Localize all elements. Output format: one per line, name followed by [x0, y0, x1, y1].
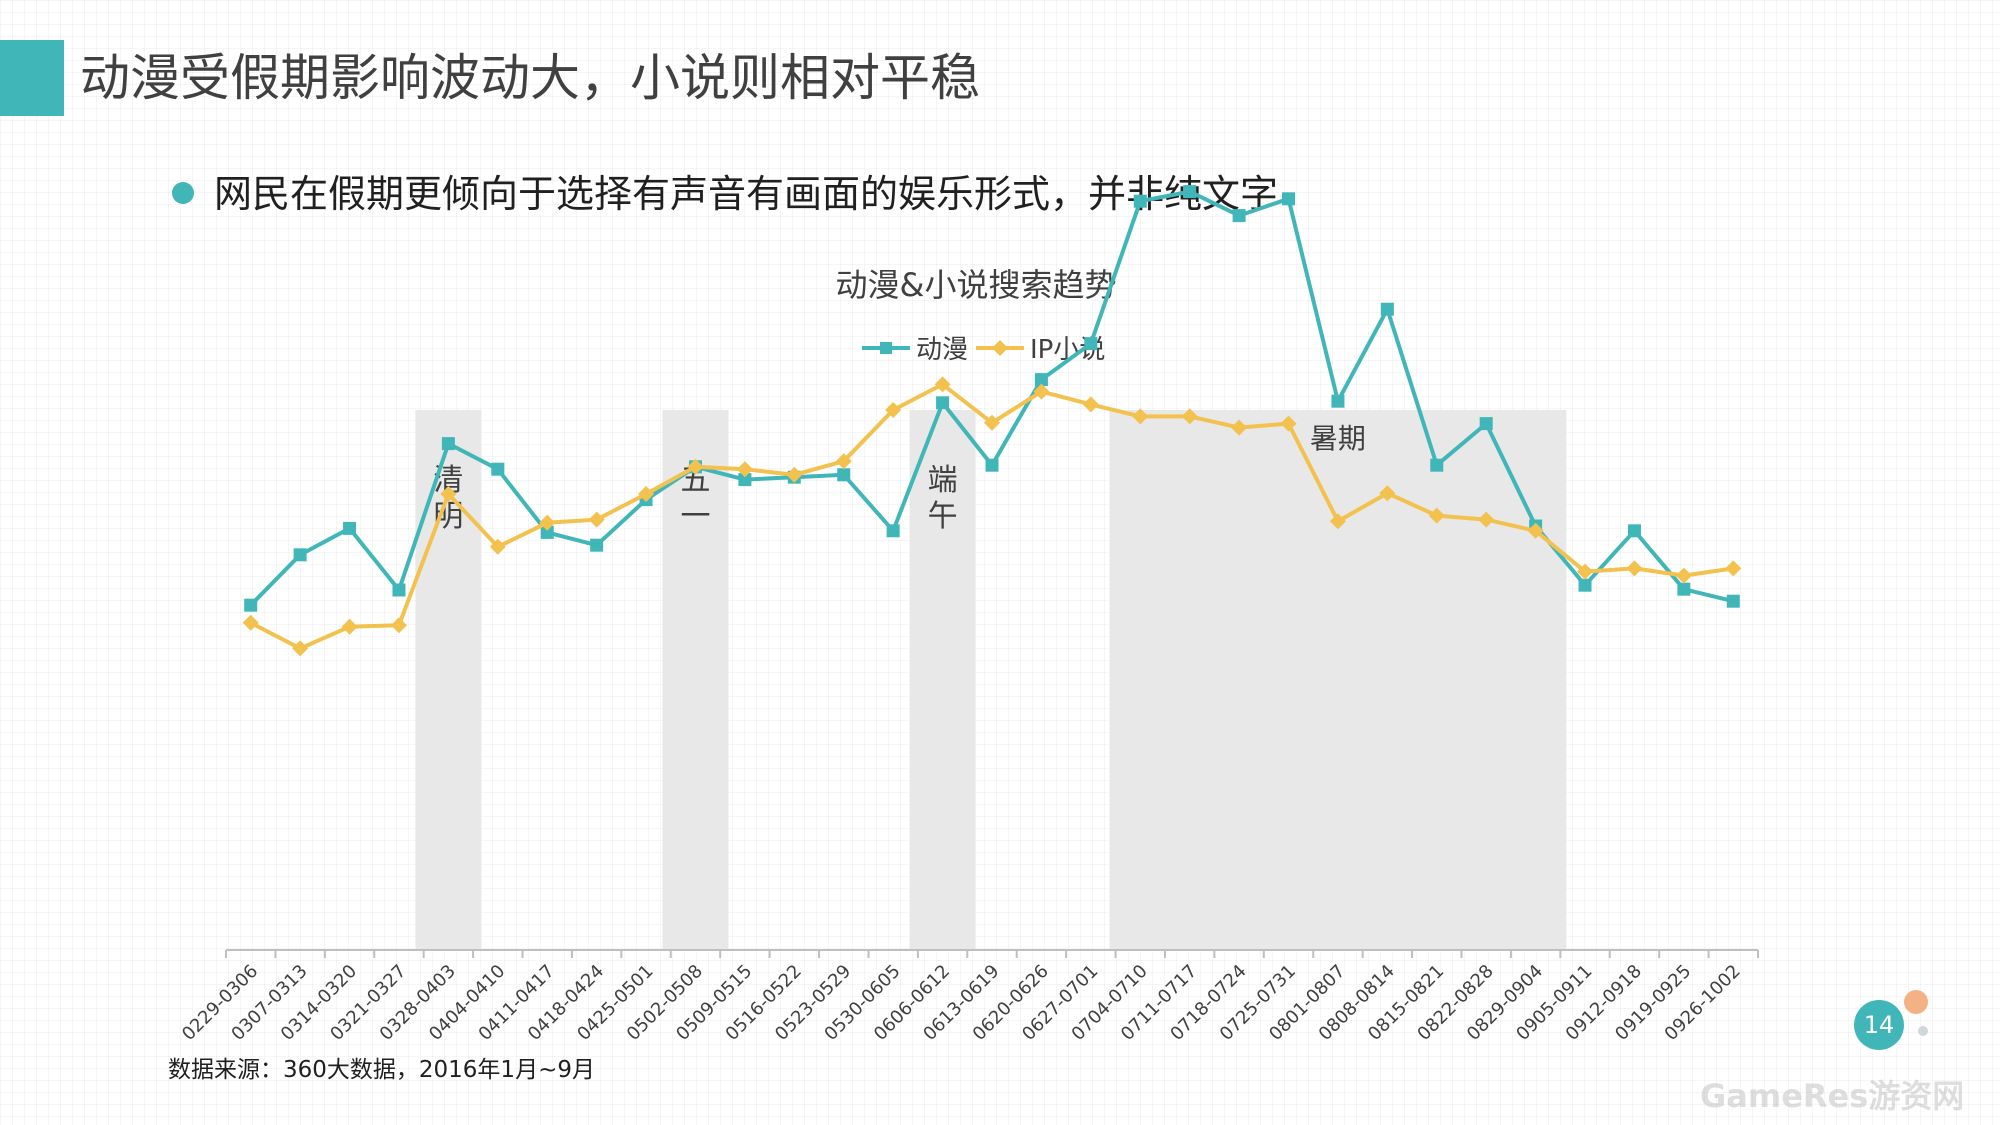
- series-0-point-23: [1380, 302, 1394, 316]
- series-0-point-19: [1183, 185, 1197, 199]
- series-1-point-25: [1478, 511, 1495, 528]
- series-0-point-28: [1627, 524, 1641, 538]
- holiday-band-2: [909, 410, 976, 950]
- series-0-point-3: [392, 583, 406, 597]
- series-0-point-7: [590, 538, 604, 552]
- series-1-point-29: [1675, 567, 1692, 584]
- page-title: 动漫受假期影响波动大，小说则相对平稳: [80, 49, 980, 107]
- legend-marker-1: [992, 340, 1008, 356]
- series-1-point-3: [390, 617, 407, 634]
- series-1-point-27: [1577, 563, 1594, 580]
- series-0-point-24: [1430, 458, 1444, 472]
- series-1-point-8: [638, 486, 655, 502]
- decorative-dot-orange: [1904, 990, 1928, 1014]
- series-1-point-24: [1428, 507, 1445, 524]
- series-0-point-14: [936, 396, 950, 410]
- watermark: GameRes游资网: [1700, 1077, 1965, 1115]
- series-1-point-26: [1527, 522, 1544, 539]
- chart-title: 动漫&小说搜索趋势: [836, 266, 1117, 304]
- series-1-point-21: [1280, 415, 1297, 432]
- series-0-point-29: [1677, 582, 1691, 596]
- series-0-point-25: [1479, 417, 1493, 431]
- series-0-point-2: [343, 521, 357, 535]
- series-0-point-30: [1726, 594, 1740, 608]
- legend-label-0: 动漫: [916, 335, 968, 365]
- series-0-point-21: [1282, 192, 1296, 206]
- holiday-label-3: 暑期: [1310, 422, 1366, 455]
- series-1-point-16: [1033, 383, 1050, 400]
- series-1-point-23: [1379, 485, 1396, 502]
- series-0-point-27: [1578, 578, 1592, 592]
- series-1-point-30: [1725, 560, 1742, 577]
- data-source: 数据来源：360大数据，2016年1月~9月: [168, 1057, 595, 1083]
- series-1-point-2: [341, 618, 358, 635]
- series-0-point-15: [985, 458, 999, 472]
- series-1-point-6: [539, 514, 556, 531]
- series-0-point-13: [886, 524, 900, 538]
- series-1-point-7: [588, 511, 605, 528]
- holiday-band-1: [662, 410, 729, 950]
- series-0-point-17: [1084, 337, 1098, 351]
- series-1-point-11: [786, 466, 803, 483]
- series-1-point-19: [1181, 408, 1198, 425]
- series-0-point-1: [293, 548, 307, 562]
- series-0-point-5: [491, 462, 505, 476]
- title-accent-bar: [0, 40, 64, 116]
- decorative-dot-grey: [1918, 1026, 1928, 1036]
- series-0-point-18: [1133, 194, 1147, 208]
- series-0-point-4: [441, 437, 455, 451]
- holiday-label-2-char-0: 端: [928, 463, 958, 498]
- series-1-point-5: [489, 538, 506, 555]
- holiday-label-1-char-1: 一: [680, 499, 710, 534]
- series-1-point-15: [984, 414, 1000, 431]
- series-1-point-1: [292, 640, 309, 657]
- series-1-point-14: [934, 376, 951, 393]
- series-0-point-20: [1232, 209, 1246, 223]
- series-1-point-9: [687, 458, 704, 475]
- holiday-label-2-char-1: 午: [928, 499, 958, 534]
- series-1-point-18: [1132, 408, 1149, 425]
- bullet-dot: [172, 182, 194, 204]
- series-0-point-16: [1034, 373, 1048, 387]
- series-0-point-0: [244, 598, 258, 612]
- series-0-point-6: [540, 525, 554, 539]
- series-0-point-10: [738, 473, 752, 487]
- series-1-point-10: [736, 461, 753, 478]
- series-1-point-28: [1626, 560, 1643, 577]
- bullet-text: 网民在假期更倾向于选择有声音有画面的娱乐形式，并非纯文字: [214, 172, 1279, 216]
- page-number: 14: [1854, 1000, 1904, 1050]
- series-1-point-20: [1231, 419, 1248, 436]
- series-1-point-17: [1082, 396, 1099, 413]
- series-1-point-12: [835, 453, 852, 470]
- series-1-point-4: [440, 486, 457, 502]
- series-0-point-22: [1331, 394, 1345, 408]
- legend-marker-0: [880, 342, 892, 354]
- holiday-band-3: [1109, 410, 1567, 950]
- series-1-point-22: [1329, 513, 1346, 530]
- series-1-point-13: [885, 402, 902, 418]
- series-0-point-12: [837, 468, 851, 482]
- series-1-point-0: [242, 614, 259, 631]
